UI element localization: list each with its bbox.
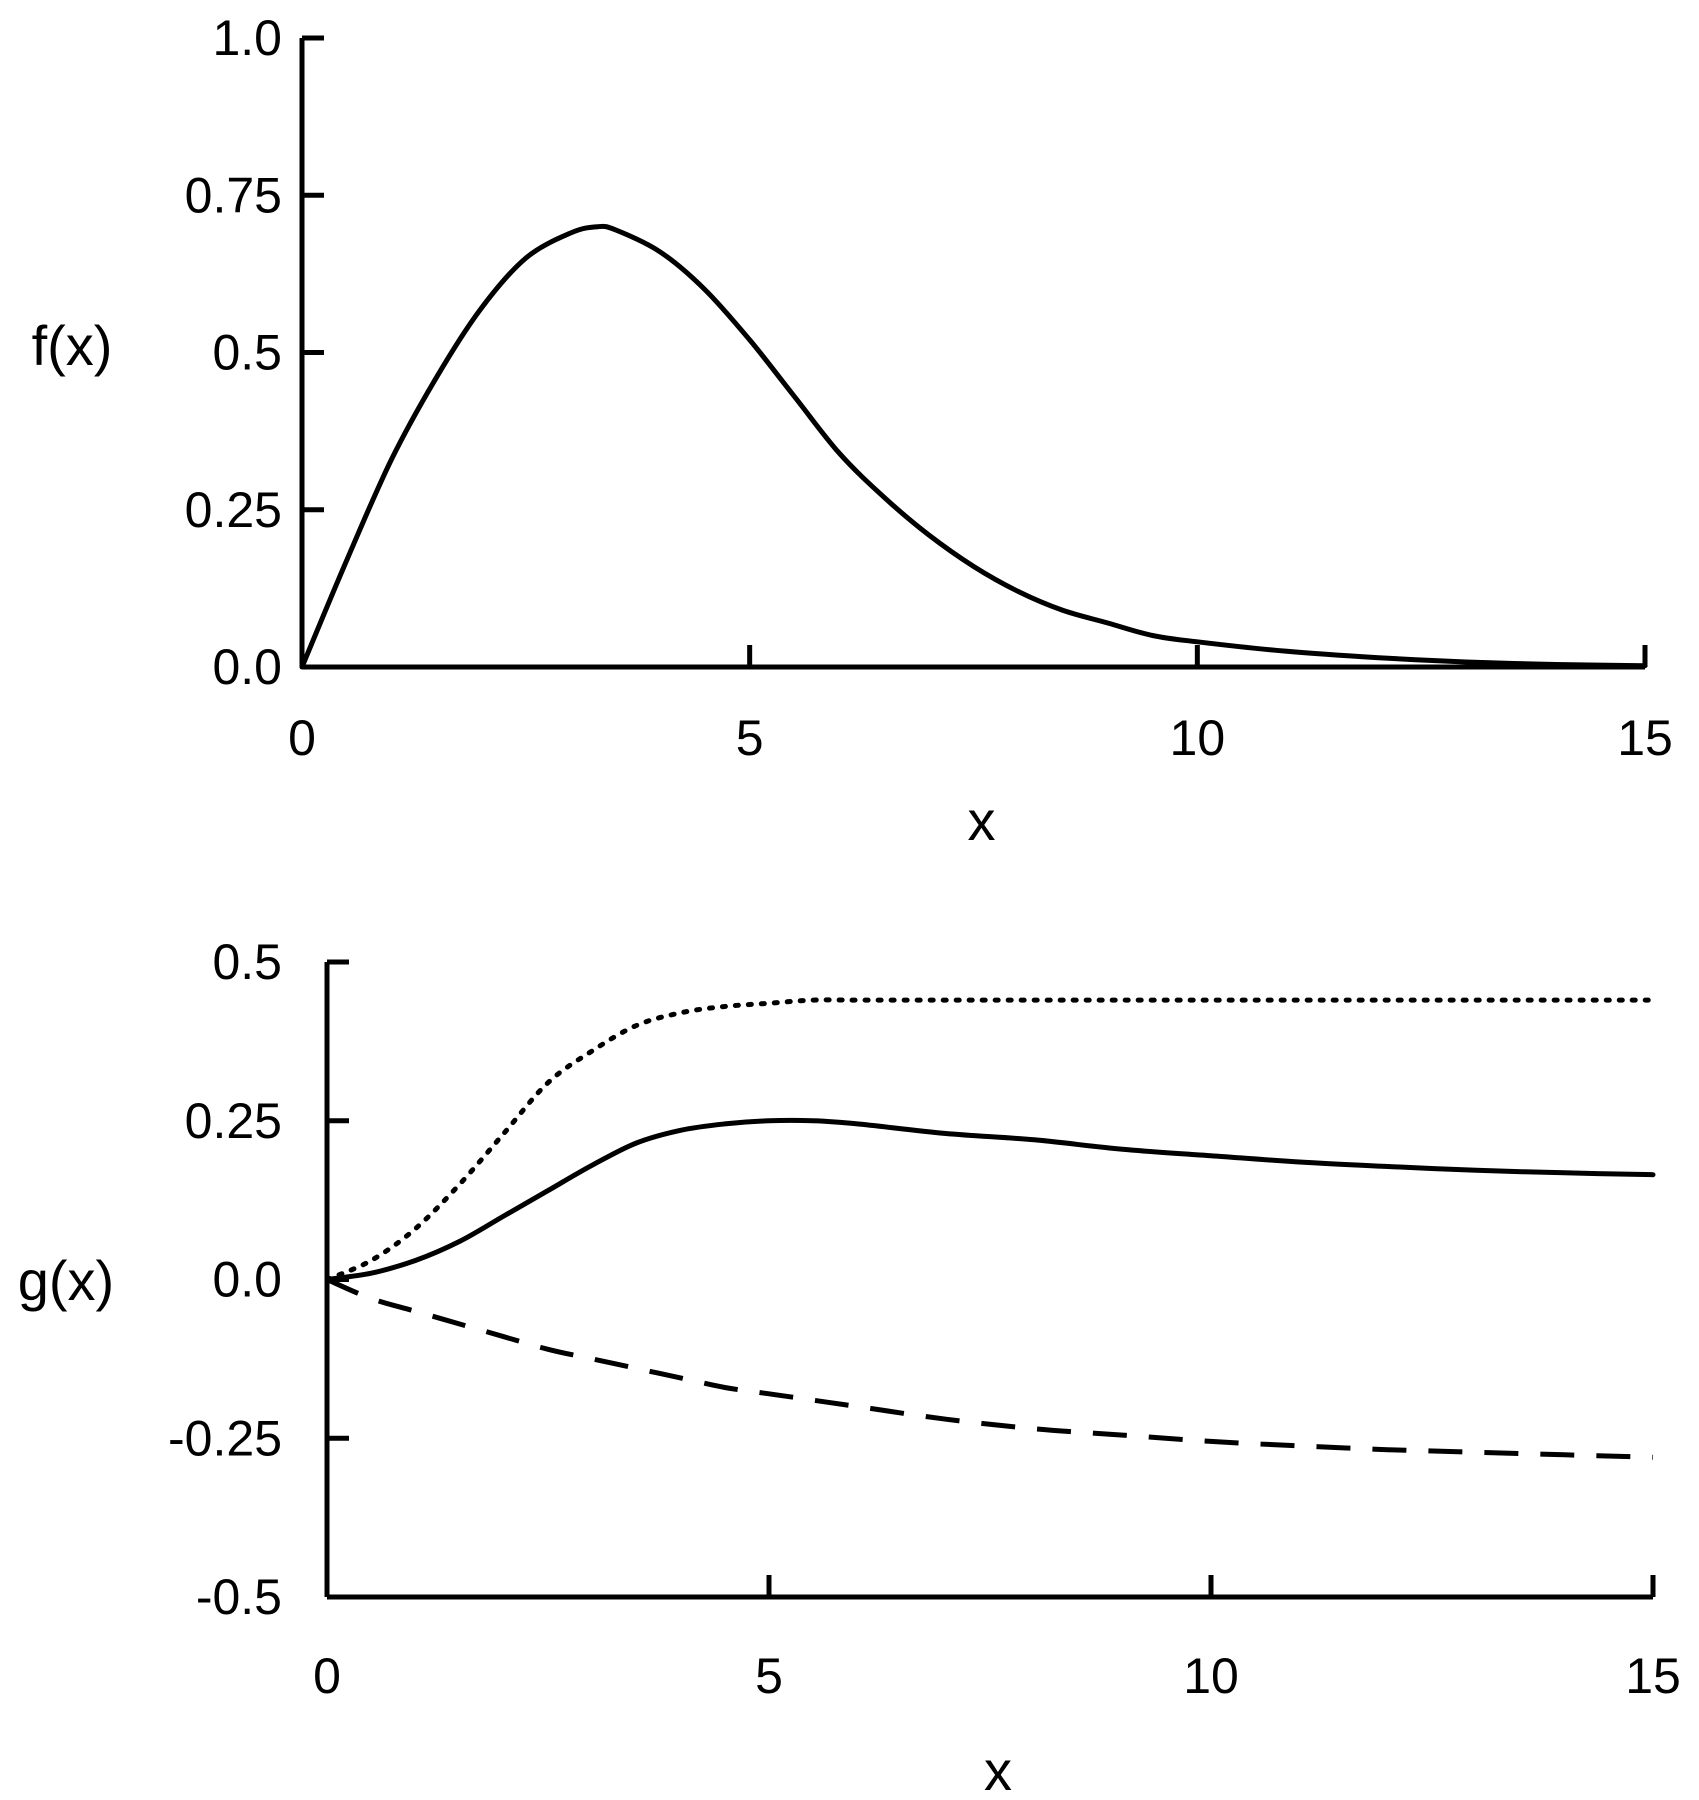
x-tick-label: 0 <box>288 710 316 766</box>
x-axis-label: x <box>984 1739 1012 1800</box>
y-tick-label: -0.25 <box>168 1410 282 1466</box>
x-tick-label: 10 <box>1170 710 1226 766</box>
series-line-solid <box>324 1117 1656 1282</box>
x-tick-label: 0 <box>313 1648 341 1704</box>
y-tick-label: 0.0 <box>212 639 282 695</box>
x-tick-label: 5 <box>736 710 764 766</box>
x-tick-label: 10 <box>1183 1648 1239 1704</box>
y-axis-label: g(x) <box>18 1249 114 1312</box>
y-tick-label: 0.5 <box>212 934 282 990</box>
y-tick-label: 0.25 <box>185 1093 282 1149</box>
y-tick-label: 0.75 <box>185 167 282 223</box>
x-axis-label: x <box>968 789 996 852</box>
series-line-solid <box>299 223 1648 670</box>
y-tick-label: 0.5 <box>212 325 282 381</box>
x-tick-label: 15 <box>1617 710 1673 766</box>
chart-panel-2: -0.5 -0.25 0.0 0.25 0.5 0 5 10 15 x g(x) <box>18 934 1681 1800</box>
y-tick-label: 1.0 <box>212 10 282 66</box>
x-tick-label: 15 <box>1625 1648 1681 1704</box>
x-tick-label: 5 <box>755 1648 783 1704</box>
y-axis-label: f(x) <box>32 314 113 377</box>
y-tick-label: -0.5 <box>196 1569 282 1625</box>
y-tick-label: 0.25 <box>185 482 282 538</box>
series-line-dashed <box>326 1277 1654 1460</box>
series-line-dotted <box>324 997 1656 1282</box>
chart-panel-1: 0.0 0.25 0.5 0.75 1.0 0 5 10 15 x f(x) <box>32 10 1673 852</box>
y-tick-label: 0.0 <box>212 1252 282 1308</box>
